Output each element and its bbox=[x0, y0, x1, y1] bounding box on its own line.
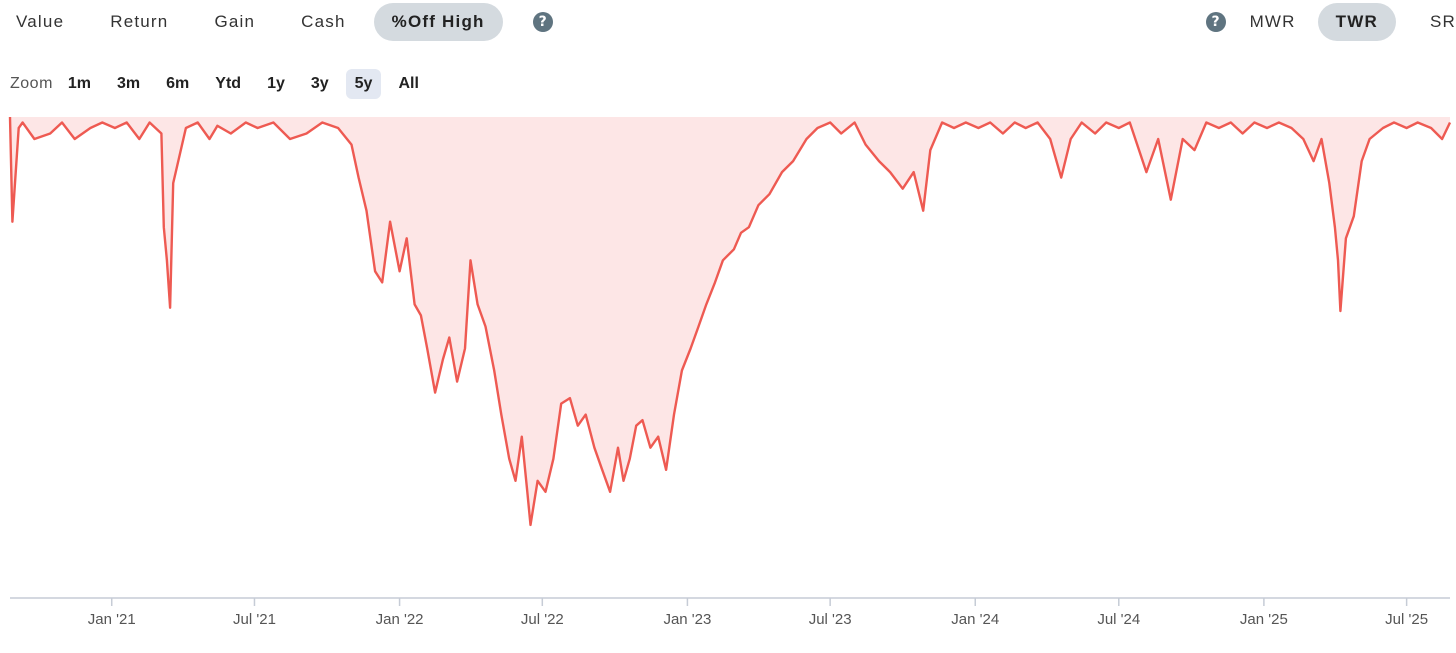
zoom-label: Zoom bbox=[10, 75, 53, 92]
x-tick-label: Jul '23 bbox=[809, 611, 852, 628]
zoom-3m[interactable]: 3m bbox=[117, 75, 141, 92]
off-high-line bbox=[8, 116, 1452, 527]
x-tick-label: Jul '25 bbox=[1385, 611, 1428, 628]
tab-return[interactable]: Return bbox=[110, 12, 169, 31]
tab-value[interactable]: Value bbox=[16, 12, 65, 31]
x-tick-label: Jan '24 bbox=[951, 611, 999, 628]
chart-mode-tabs: Value Return Gain Cash %Off High ? bbox=[0, 3, 553, 41]
tab-gain[interactable]: Gain bbox=[214, 12, 256, 31]
x-tick-label: Jul '24 bbox=[1097, 611, 1140, 628]
x-tick-label: Jul '22 bbox=[521, 611, 564, 628]
help-icon[interactable]: ? bbox=[1205, 12, 1226, 32]
help-icon[interactable]: ? bbox=[532, 12, 553, 32]
x-tick-label: Jan '21 bbox=[88, 611, 136, 628]
tab-cash[interactable]: Cash bbox=[301, 12, 346, 31]
zoom-selector: Zoom 1m 3m 6m Ytd 1y 3y 5y All bbox=[10, 68, 436, 100]
x-tick-label: Jan '23 bbox=[663, 611, 711, 628]
x-axis: Jan '21 Jul '21 Jan '22 Jul '22 Jan '23 Jul '… bbox=[10, 597, 1450, 628]
x-tick-label: Jul '21 bbox=[233, 611, 276, 628]
zoom-1y[interactable]: 1y bbox=[267, 75, 285, 92]
tab-mwr[interactable]: MWR bbox=[1249, 12, 1296, 31]
off-high-area bbox=[10, 117, 1450, 525]
zoom-ytd[interactable]: Ytd bbox=[215, 75, 242, 92]
line-layer bbox=[8, 116, 1452, 527]
tab-off-high[interactable]: %Off High bbox=[373, 3, 503, 41]
tab-sr[interactable]: SR bbox=[1429, 12, 1456, 31]
zoom-5y[interactable]: 5y bbox=[345, 69, 382, 99]
zoom-all[interactable]: All bbox=[398, 75, 419, 92]
zoom-3y[interactable]: 3y bbox=[310, 75, 329, 92]
x-tick-label: Jan '25 bbox=[1240, 611, 1288, 628]
zoom-6m[interactable]: 6m bbox=[166, 75, 190, 92]
tab-twr[interactable]: TWR bbox=[1317, 3, 1396, 41]
area-layer bbox=[10, 117, 1450, 525]
x-tick-label: Jan '22 bbox=[376, 611, 424, 628]
zoom-1m[interactable]: 1m bbox=[67, 75, 92, 92]
return-method-tabs: ? MWR TWR SR bbox=[1205, 3, 1456, 41]
